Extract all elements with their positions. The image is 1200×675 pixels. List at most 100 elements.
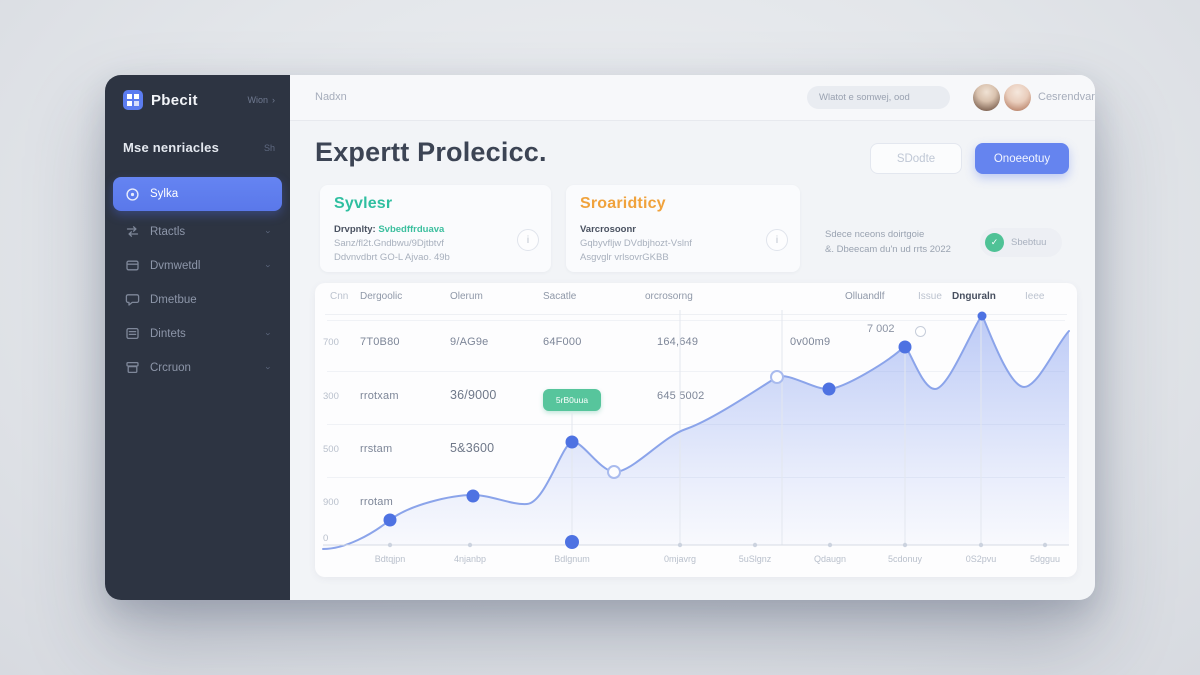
card-line2: Gqbyvfljw DVdbjhozt-Vslnf — [580, 238, 692, 249]
search-input[interactable] — [807, 86, 950, 109]
y-axis-label: 300 — [323, 391, 339, 402]
sidebar-item-dvmwetdl[interactable]: Dvmwetdl › — [113, 249, 282, 282]
status-dot-icon: ✓ — [985, 233, 1004, 252]
area-chart: Bdtqjpn 4njanbp Bdlgnum 0mjavrg 5uSlgnz … — [322, 310, 1070, 564]
workspace-label: Wion — [247, 95, 268, 105]
table-cell: rrotam — [360, 496, 393, 508]
x-axis-label: 0mjavrg — [664, 554, 696, 564]
summary-action-button[interactable]: ✓ Sbebtuu — [980, 228, 1062, 257]
page-title: Expertt Prolecicc. — [315, 137, 547, 167]
workspace-switcher[interactable]: Wion › — [247, 95, 275, 105]
table-cell: 36/9000 — [450, 388, 497, 402]
table-cell: rrotxam — [360, 390, 399, 402]
card-line2: Sanz/fl2t.Gndbwu/9Djtbtvf — [334, 238, 444, 249]
chevron-icon: › — [263, 230, 274, 233]
x-axis-label: Bdtqjpn — [375, 554, 406, 564]
y-axis-label: 900 — [323, 497, 339, 508]
summary-action-label: Sbebtuu — [1011, 237, 1047, 248]
row-divider — [327, 424, 1065, 425]
table-cell: 645 5002 — [657, 390, 705, 402]
avatar[interactable] — [973, 84, 1000, 111]
table-header: Cnn — [330, 291, 349, 302]
sidebar-item-dintets[interactable]: Dintets › — [113, 317, 282, 350]
summary-card-1: Syvlesr Drvpnlty: Svbedffrduava Sanz/fl2… — [320, 185, 551, 272]
vertical-gridlines — [571, 310, 982, 545]
filter-tab[interactable]: Ieee — [1025, 291, 1045, 302]
annotation-dot-icon — [915, 326, 926, 337]
sidebar-item-label: Rtactls — [150, 225, 186, 238]
status-badge: 5rB0uua — [543, 389, 601, 411]
x-axis-labels: Bdtqjpn 4njanbp Bdlgnum 0mjavrg 5uSlgnz … — [375, 554, 1060, 564]
x-axis-label: 4njanbp — [454, 554, 486, 564]
app-logo-icon — [123, 90, 143, 110]
chart-line — [322, 312, 1070, 550]
chevron-icon: › — [263, 264, 274, 267]
main-content: Nadxn Cesrendvar Expertt Prolecicc. SDod… — [290, 75, 1095, 600]
sidebar-section-badge: Sh — [263, 142, 275, 153]
summary-card-2: Sroaridticy Varcrosoonr Gqbyvfljw DVdbjh… — [566, 185, 800, 272]
card-title: Sroaridticy — [580, 195, 666, 212]
sidebar-section-header: Mse nenriacles Sh — [123, 140, 275, 155]
sidebar: Pbecit Wion › Mse nenriacles Sh Sylka — [105, 75, 290, 600]
card-line1-accent: Svbedffrduava — [378, 224, 445, 235]
sidebar-item-label: Dmetbue — [150, 293, 197, 306]
table-cell: rrstam — [360, 443, 393, 455]
x-axis-label: 5uSlgnz — [739, 554, 772, 564]
swap-arrows-icon — [126, 226, 139, 237]
chevron-icon: › — [263, 332, 274, 335]
y-axis-label: 0 — [323, 533, 329, 544]
table-cell: 7T0B80 — [360, 336, 400, 348]
chart-area — [323, 315, 1069, 549]
row-divider — [327, 320, 1065, 321]
topbar: Nadxn Cesrendvar — [290, 75, 1095, 121]
sidebar-item-crcruon[interactable]: Crcruon › — [113, 351, 282, 384]
calendar-button[interactable]: Cesrendvar — [1038, 91, 1095, 103]
card-line3: Asgvglr vrlsovrGKBB — [580, 252, 669, 263]
y-axis-label: 500 — [323, 444, 339, 455]
sidebar-item-label: Dvmwetdl — [150, 259, 201, 272]
chevron-right-icon: › — [272, 95, 275, 105]
axis-highlight-dot — [565, 535, 579, 549]
row-divider — [327, 477, 1065, 478]
table-header: Dergoolic — [360, 291, 403, 302]
x-axis-label: 0S2pvu — [966, 554, 997, 564]
table-header: orcrosorng — [645, 291, 693, 302]
sidebar-item-label: Crcruon — [150, 361, 191, 374]
x-axis-label: Qdaugn — [814, 554, 846, 564]
filter-tab[interactable]: Olluandlf — [845, 291, 885, 302]
divider — [325, 314, 1067, 315]
filter-tab-active[interactable]: Dnguraln — [952, 291, 996, 302]
table-header: Olerum — [450, 291, 483, 302]
archive-box-icon — [126, 361, 139, 374]
secondary-button[interactable]: SDodte — [870, 143, 962, 174]
logo-row: Pbecit Wion › — [123, 87, 275, 113]
summary-line2: &. Dbeecam du'n ud rrts 2022 — [825, 244, 951, 255]
y-axis-label: 700 — [323, 337, 339, 348]
x-axis-label: 5cdonuy — [888, 554, 923, 564]
table-cell: 164,649 — [657, 336, 699, 348]
avatar[interactable] — [1004, 84, 1031, 111]
sidebar-item-rtactls[interactable]: Rtactls › — [113, 215, 282, 248]
sidebar-item-sylka[interactable]: Sylka — [113, 177, 282, 211]
chevron-icon: › — [263, 366, 274, 369]
card-body: Drvpnlty: Svbedffrduava Sanz/fl2t.Gndbwu… — [334, 223, 504, 265]
row-divider — [327, 371, 1065, 372]
list-icon — [126, 327, 139, 340]
sidebar-item-dmetbue[interactable]: Dmetbue — [113, 283, 282, 316]
table-cell: 5&3600 — [450, 441, 495, 455]
card-line3: Ddvnvdbrt GO-L Ajvao. 49b — [334, 252, 450, 263]
card-body: Varcrosoonr Gqbyvfljw DVdbjhozt-Vslnf As… — [580, 223, 750, 265]
app-logo-title: Pbecit — [151, 91, 198, 109]
info-icon[interactable]: i — [766, 229, 788, 251]
primary-button[interactable]: Onoeeotuy — [975, 143, 1069, 174]
chat-bubble-icon — [125, 294, 140, 306]
x-axis-label: Bdlgnum — [554, 554, 590, 564]
table-cell: 64F000 — [543, 336, 582, 348]
info-icon[interactable]: i — [517, 229, 539, 251]
filter-tab[interactable]: Issue — [918, 291, 942, 302]
table-header: Sacatle — [543, 291, 577, 302]
table-cell: 0v00m9 — [790, 336, 831, 348]
breadcrumb: Nadxn — [315, 91, 347, 103]
app-window: Pbecit Wion › Mse nenriacles Sh Sylka — [105, 75, 1095, 600]
